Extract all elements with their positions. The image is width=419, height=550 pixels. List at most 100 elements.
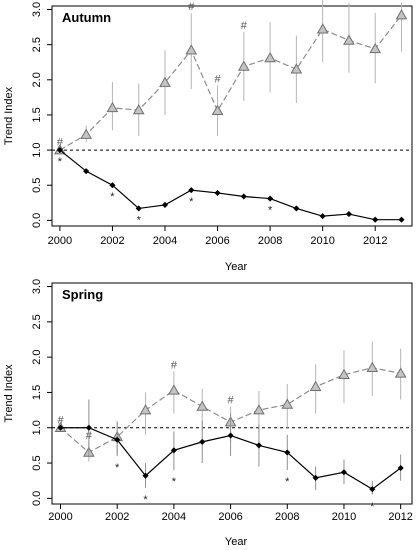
data-point bbox=[284, 449, 291, 456]
data-point bbox=[211, 104, 224, 115]
data-point bbox=[240, 193, 247, 200]
x-tick-label: 2006 bbox=[205, 235, 229, 247]
data-point bbox=[340, 469, 348, 476]
significance-star: * bbox=[370, 501, 375, 513]
data-point bbox=[255, 442, 263, 449]
x-tick-label: 2002 bbox=[105, 511, 129, 523]
data-point bbox=[290, 63, 303, 74]
data-point bbox=[214, 189, 221, 197]
panel-title: Spring bbox=[62, 287, 103, 302]
x-axis-label: Year bbox=[225, 261, 248, 273]
data-point bbox=[227, 432, 234, 439]
series-line bbox=[59, 149, 402, 221]
data-point bbox=[338, 368, 350, 380]
data-point bbox=[188, 186, 195, 194]
data-point bbox=[316, 23, 329, 34]
data-point bbox=[253, 404, 265, 415]
data-point bbox=[196, 400, 209, 411]
series-diamond: * * * * * bbox=[57, 399, 404, 513]
data-point bbox=[394, 367, 407, 378]
panel-title: Autumn bbox=[62, 10, 111, 25]
data-point bbox=[343, 34, 355, 45]
significance-star: * bbox=[58, 156, 63, 168]
x-tick-label: 2012 bbox=[388, 511, 412, 523]
significance-hash: # bbox=[188, 1, 195, 13]
data-point bbox=[395, 9, 408, 20]
y-tick-label: 3.0 bbox=[31, 2, 43, 17]
significance-hash: # bbox=[57, 414, 64, 426]
data-point bbox=[398, 216, 405, 223]
significance-hash: # bbox=[228, 395, 235, 407]
data-point bbox=[397, 464, 404, 472]
data-point bbox=[266, 195, 274, 202]
data-point bbox=[80, 128, 93, 139]
data-point bbox=[139, 404, 152, 415]
x-tick-label: 2010 bbox=[310, 235, 334, 247]
plot-frame bbox=[51, 282, 413, 505]
data-point bbox=[293, 205, 300, 212]
data-point bbox=[132, 104, 145, 115]
y-axis-label: Trend Index bbox=[3, 364, 15, 423]
data-point bbox=[85, 424, 93, 431]
x-tick-label: 2002 bbox=[100, 235, 124, 247]
data-point bbox=[312, 474, 319, 482]
y-tick-label: 2.5 bbox=[31, 314, 43, 329]
significance-star: * bbox=[189, 196, 194, 208]
data-point bbox=[135, 205, 142, 212]
data-point bbox=[237, 60, 250, 71]
significance-star: * bbox=[143, 494, 148, 506]
significance-star: * bbox=[115, 462, 120, 474]
y-axis-label: Trend Index bbox=[3, 86, 15, 145]
x-tick-label: 2000 bbox=[48, 235, 72, 247]
significance-star: * bbox=[137, 214, 142, 226]
data-point bbox=[199, 438, 206, 446]
x-tick-label: 2000 bbox=[48, 511, 72, 523]
x-tick-label: 2006 bbox=[218, 511, 242, 523]
significance-hash: # bbox=[171, 359, 178, 371]
series-diamond: * * * * * bbox=[56, 146, 405, 226]
data-point bbox=[83, 168, 90, 175]
y-tick-label: 2.0 bbox=[31, 349, 43, 364]
y-tick-label: 1.5 bbox=[31, 385, 43, 400]
y-tick-label: 1.5 bbox=[31, 107, 43, 122]
significance-hash: # bbox=[241, 20, 248, 32]
significance-star: * bbox=[110, 191, 115, 203]
x-axis-label: Year bbox=[225, 536, 248, 548]
series-triangle: # # # # bbox=[54, 0, 408, 155]
x-tick-label: 2010 bbox=[332, 511, 356, 523]
data-point bbox=[56, 146, 64, 154]
y-tick-label: 0.5 bbox=[31, 455, 43, 470]
data-point bbox=[369, 486, 376, 493]
y-tick-label: 0.0 bbox=[31, 491, 43, 506]
significance-star: * bbox=[172, 476, 177, 488]
y-tick-label: 0.5 bbox=[31, 178, 43, 193]
data-point bbox=[366, 361, 379, 372]
data-point bbox=[319, 213, 326, 220]
data-point bbox=[264, 52, 276, 63]
significance-hash: # bbox=[57, 137, 64, 149]
data-point bbox=[185, 44, 198, 55]
data-point bbox=[369, 42, 382, 54]
significance-hash: # bbox=[214, 73, 221, 85]
y-tick-label: 2.0 bbox=[31, 72, 43, 87]
y-tick-label: 2.5 bbox=[31, 37, 43, 52]
data-point bbox=[159, 76, 171, 87]
chart-panel-spring: 0.0 0.5 1.0 1.5 2.0 2.5 3.0 2000 2002 2004 2006 200… bbox=[3, 279, 413, 548]
data-point bbox=[142, 472, 149, 479]
data-point bbox=[345, 210, 353, 218]
x-tick-label: 2004 bbox=[162, 511, 186, 523]
y-tick-label: 1.0 bbox=[31, 142, 43, 157]
data-point bbox=[168, 384, 180, 395]
chart-panel-autumn: 0.0 0.5 1.0 1.5 2.0 2.5 3.0 2000 2002 2004 2006 200… bbox=[3, 0, 413, 273]
data-point bbox=[106, 101, 119, 113]
data-point bbox=[114, 436, 121, 443]
y-tick-label: 3.0 bbox=[31, 279, 43, 294]
y-tick-label: 0.0 bbox=[31, 213, 43, 228]
data-point bbox=[281, 398, 294, 409]
data-point bbox=[109, 182, 116, 189]
data-point bbox=[309, 380, 322, 392]
data-point bbox=[170, 447, 178, 454]
x-tick-label: 2012 bbox=[363, 235, 387, 247]
plot-frame bbox=[51, 5, 413, 227]
